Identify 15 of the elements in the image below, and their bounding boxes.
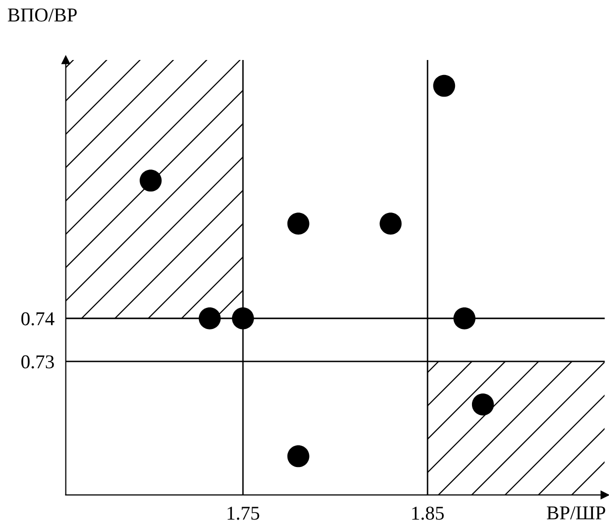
- y-axis-title: ВПО/ВР: [8, 8, 77, 22]
- y-tick-label: 0.74: [21, 312, 54, 326]
- point: [453, 307, 476, 330]
- point: [232, 307, 254, 330]
- point: [433, 74, 456, 97]
- point: [287, 212, 310, 235]
- point: [198, 307, 221, 330]
- point: [140, 170, 162, 192]
- x-tick-label: 1.75: [228, 506, 260, 520]
- x-axis-title: ВР/ШР: [546, 506, 606, 520]
- point: [287, 445, 310, 468]
- point: [472, 394, 494, 416]
- y-tick-label: 0.73: [21, 355, 54, 368]
- x-tick-label: 1.85: [412, 506, 444, 520]
- point: [380, 212, 402, 235]
